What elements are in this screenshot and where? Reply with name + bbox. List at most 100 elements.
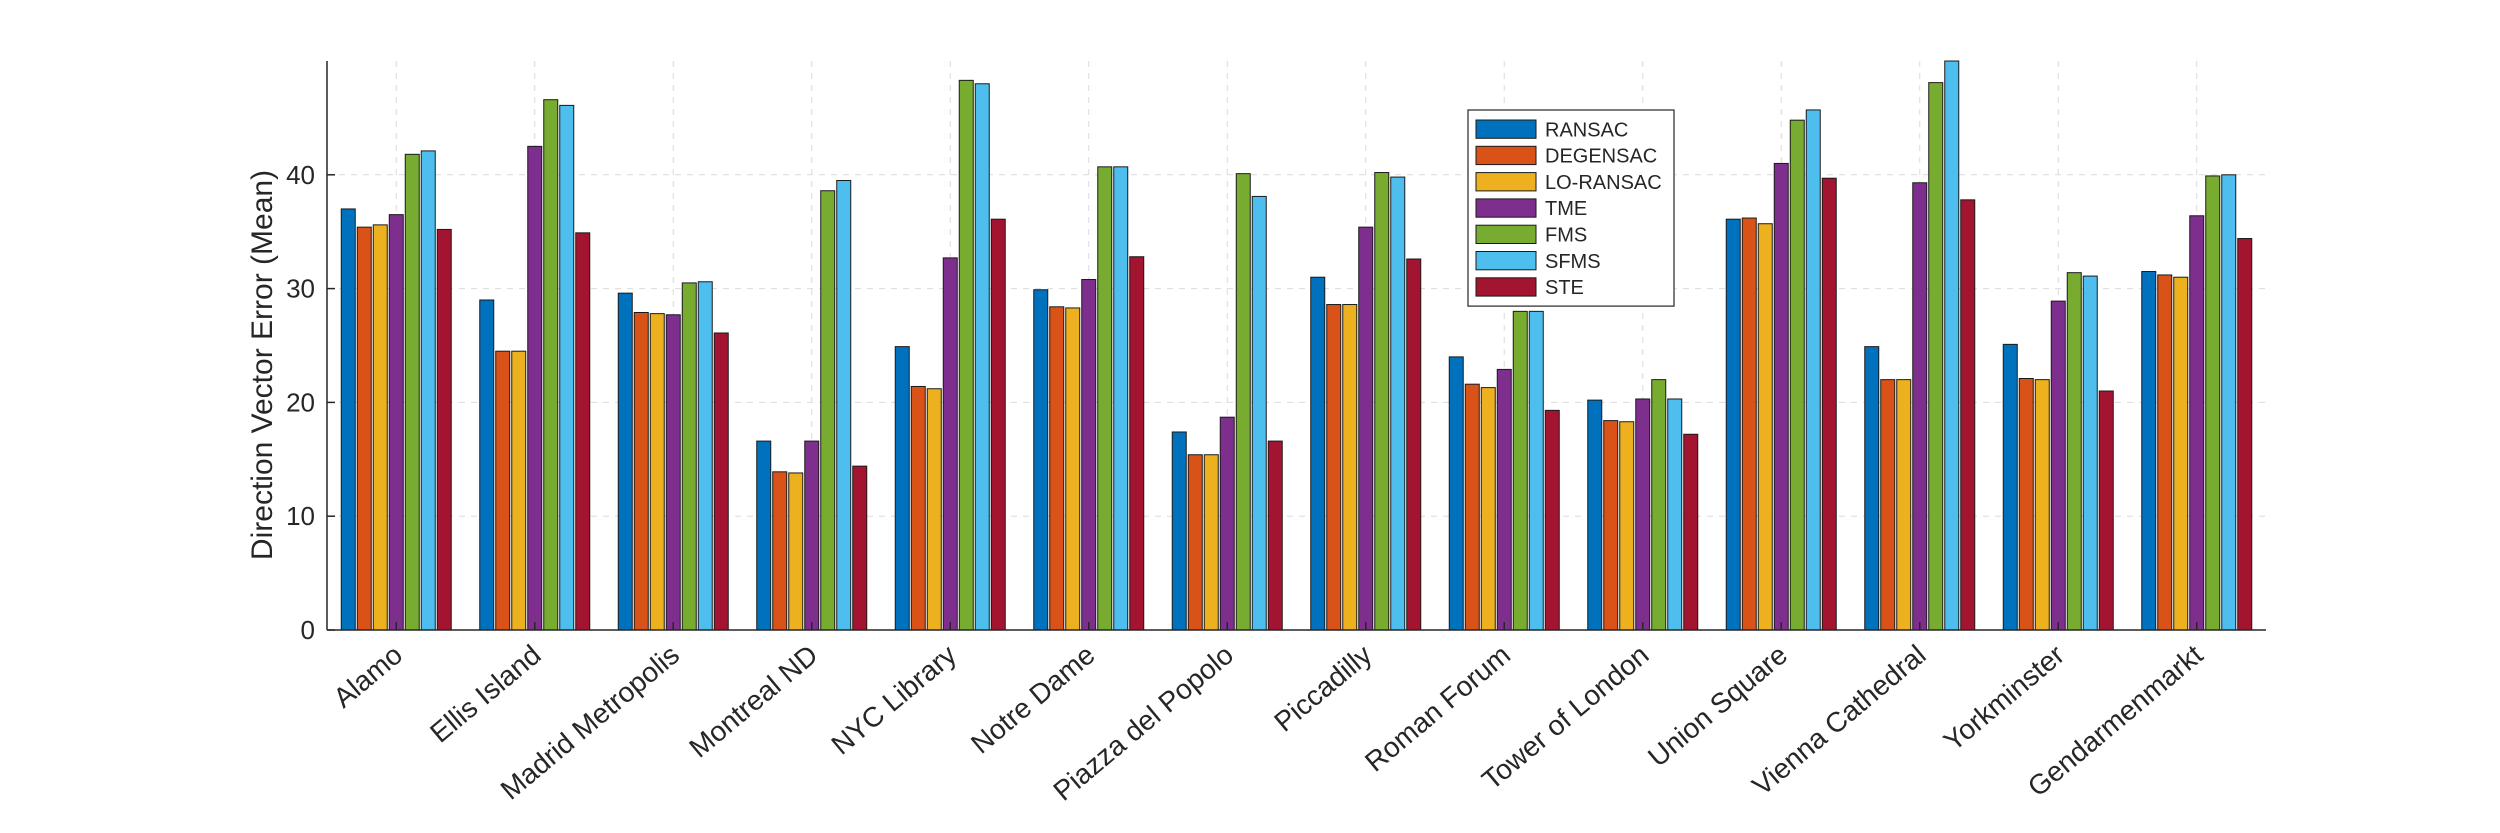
bar-lo-ransac	[1619, 421, 1635, 631]
legend-label: DEGENSAC	[1545, 146, 1657, 168]
bar-tme	[1773, 162, 1789, 631]
bar-fms	[1789, 119, 1805, 631]
bar-tme	[388, 214, 404, 631]
bar-sfms	[1113, 166, 1129, 631]
bar-fms	[1651, 379, 1667, 631]
bar-lo-ransac	[926, 388, 942, 631]
bar-lo-ransac	[1203, 454, 1219, 631]
bar-ste	[1821, 177, 1837, 631]
bar-ste	[2098, 390, 2114, 631]
legend-swatch	[1475, 145, 1537, 166]
bar-ste	[852, 465, 868, 631]
bar-degensac	[633, 311, 649, 631]
bar-degensac	[495, 350, 511, 631]
x-tick-label: NYC Library	[825, 639, 962, 761]
bar-degensac	[1187, 454, 1203, 631]
bar-fms	[958, 79, 974, 631]
bar-degensac	[2157, 274, 2173, 631]
legend-label: STE	[1545, 277, 1584, 299]
bar-tme	[665, 314, 681, 631]
bar-fms	[1097, 166, 1113, 631]
y-tick-label: 10	[286, 501, 315, 531]
bar-lo-ransac	[788, 472, 804, 631]
bar-degensac	[356, 226, 372, 631]
bar-degensac	[1603, 420, 1619, 631]
y-axis-label: Direction Vector Error (Mean)	[246, 170, 279, 560]
legend-label: SFMS	[1545, 251, 1601, 273]
bar-ste	[1544, 409, 1560, 631]
bar-lo-ransac	[2034, 379, 2050, 631]
bar-ransac	[1033, 289, 1049, 631]
bar-fms	[2066, 272, 2082, 631]
bar-ransac	[894, 346, 910, 631]
x-tick-label: Yorkminster	[1938, 639, 2070, 757]
bar-sfms	[1667, 398, 1683, 631]
bar-sfms	[2221, 174, 2237, 631]
bar-ste	[1267, 440, 1283, 631]
bar-lo-ransac	[372, 224, 388, 631]
bar-fms	[1512, 310, 1528, 631]
bar-lo-ransac	[1757, 223, 1773, 631]
bar-sfms	[1390, 176, 1406, 631]
bar-fms	[404, 153, 420, 631]
bar-ransac	[756, 440, 772, 631]
bar-tme	[1496, 368, 1512, 631]
bar-tme	[2050, 300, 2066, 631]
bar-degensac	[1880, 379, 1896, 631]
bar-lo-ransac	[1065, 307, 1081, 631]
bar-ransac	[1310, 276, 1326, 631]
bar-sfms	[559, 104, 575, 631]
bar-lo-ransac	[1896, 379, 1912, 631]
bar-lo-ransac	[511, 350, 527, 631]
bar-sfms	[1251, 195, 1267, 631]
bar-tme	[527, 145, 543, 631]
bar-tme	[2189, 215, 2205, 631]
bar-degensac	[2018, 378, 2034, 631]
bar-ransac	[479, 299, 495, 631]
bar-sfms	[1805, 109, 1821, 631]
x-tick-label: Union Square	[1642, 639, 1793, 773]
bar-ransac	[617, 292, 633, 631]
bar-ransac	[2002, 343, 2018, 631]
bar-ste	[713, 332, 729, 631]
bar-fms	[1928, 82, 1944, 631]
bar-fms	[543, 99, 559, 631]
x-tick-label: Notre Dame	[965, 639, 1101, 760]
bar-degensac	[1326, 304, 1342, 631]
bar-ransac	[1864, 346, 1880, 631]
bar-sfms	[420, 150, 436, 631]
y-tick-label: 30	[286, 274, 315, 304]
x-tick-label: Roman Forum	[1359, 639, 1516, 778]
bar-ransac	[340, 208, 356, 631]
bar-ransac	[1171, 431, 1187, 631]
x-tick-label: Ellis Island	[424, 639, 546, 749]
bar-ste	[990, 218, 1006, 631]
bar-ste	[575, 232, 591, 631]
bar-sfms	[2082, 275, 2098, 631]
bar-degensac	[772, 471, 788, 631]
bar-ste	[1683, 433, 1699, 631]
bar-tme	[1358, 226, 1374, 631]
legend: RANSAC DEGENSAC LO-RANSAC TME FMS SFMS STE	[1467, 109, 1675, 307]
legend-label: TME	[1545, 198, 1587, 220]
bar-ransac	[1725, 218, 1741, 631]
legend-label: RANSAC	[1545, 119, 1628, 141]
bar-tme	[1912, 182, 1928, 631]
legend-swatch	[1475, 277, 1537, 297]
bar-lo-ransac	[1480, 387, 1496, 631]
bar-tme	[1081, 278, 1097, 631]
bar-ste	[1129, 256, 1145, 631]
bar-lo-ransac	[1342, 304, 1358, 631]
bar-ransac	[2141, 271, 2157, 631]
bar-degensac	[1741, 217, 1757, 631]
x-tick-label: Piccadilly	[1268, 639, 1377, 738]
x-tick-label: Montreal ND	[683, 639, 823, 764]
bar-sfms	[836, 179, 852, 631]
bar-ste	[1406, 258, 1422, 631]
bar-lo-ransac	[649, 313, 665, 631]
y-tick-label: 20	[286, 387, 315, 417]
bar-degensac	[1049, 306, 1065, 631]
bar-tme	[1219, 416, 1235, 631]
bar-fms	[1235, 173, 1251, 631]
